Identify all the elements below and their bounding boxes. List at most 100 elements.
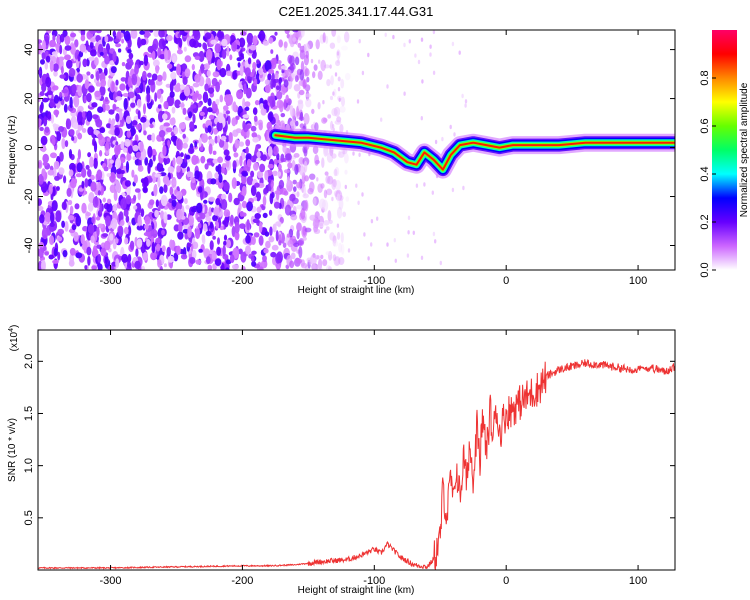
noise-blob xyxy=(202,123,206,129)
noise-blob xyxy=(203,199,208,204)
noise-blob xyxy=(159,54,166,60)
noise-blob xyxy=(414,53,417,58)
noise-blob xyxy=(241,200,247,209)
noise-blob xyxy=(97,106,104,113)
noise-blob xyxy=(171,106,176,114)
noise-blob xyxy=(106,137,111,142)
noise-blob xyxy=(127,261,132,269)
noise-blob xyxy=(162,40,166,48)
noise-blob xyxy=(265,84,271,94)
noise-blob xyxy=(307,187,314,195)
noise-blob xyxy=(162,113,168,120)
noise-blob xyxy=(130,102,136,108)
noise-blob xyxy=(257,157,261,162)
y-tick-label: 2.0 xyxy=(23,354,35,369)
noise-blob xyxy=(245,234,251,244)
noise-blob xyxy=(163,122,170,127)
y-tick-label: 20 xyxy=(23,92,35,104)
noise-blob xyxy=(282,144,287,153)
noise-blob xyxy=(331,179,337,191)
noise-blob xyxy=(300,60,305,72)
noise-blob xyxy=(324,171,329,176)
noise-blob xyxy=(129,240,135,251)
noise-blob xyxy=(170,71,177,80)
noise-blob xyxy=(303,43,310,54)
noise-blob xyxy=(272,223,277,233)
noise-blob xyxy=(161,229,165,236)
noise-blob xyxy=(90,74,94,79)
noise-blob xyxy=(143,103,146,115)
noise-blob xyxy=(69,205,74,215)
noise-blob xyxy=(258,30,266,42)
noise-blob xyxy=(105,215,111,227)
noise-blob xyxy=(361,70,365,76)
noise-blob xyxy=(84,79,90,90)
noise-blob xyxy=(87,126,94,136)
spectrogram-noise xyxy=(38,30,468,270)
noise-blob xyxy=(288,34,296,45)
noise-blob xyxy=(339,123,344,133)
noise-blob xyxy=(165,127,173,133)
noise-blob xyxy=(183,46,187,52)
noise-blob xyxy=(305,93,312,98)
noise-blob xyxy=(330,75,334,86)
noise-blob xyxy=(441,136,444,142)
noise-blob xyxy=(204,32,212,40)
noise-blob xyxy=(191,249,197,259)
noise-blob xyxy=(304,175,309,182)
noise-blob xyxy=(88,85,95,93)
noise-blob xyxy=(344,184,347,190)
noise-blob xyxy=(321,157,325,168)
noise-blob xyxy=(318,221,326,228)
noise-blob xyxy=(284,204,292,216)
noise-blob xyxy=(256,206,262,214)
noise-blob xyxy=(40,59,45,65)
noise-blob xyxy=(69,179,77,189)
noise-blob xyxy=(231,41,238,52)
noise-blob xyxy=(263,187,268,195)
noise-blob xyxy=(252,61,257,71)
noise-blob xyxy=(337,206,343,219)
noise-blob xyxy=(332,179,337,188)
noise-blob xyxy=(39,104,43,114)
noise-blob xyxy=(273,158,278,165)
noise-blob xyxy=(262,40,269,46)
noise-blob xyxy=(194,73,201,83)
noise-blob xyxy=(263,101,268,110)
noise-blob xyxy=(338,257,345,265)
noise-blob xyxy=(161,245,166,253)
noise-blob xyxy=(127,91,135,99)
noise-blob xyxy=(112,104,117,112)
noise-blob xyxy=(58,167,65,175)
noise-blob xyxy=(143,54,149,67)
noise-blob xyxy=(292,30,299,33)
noise-blob xyxy=(219,94,224,103)
noise-blob xyxy=(97,43,104,55)
noise-blob xyxy=(39,126,44,132)
noise-blob xyxy=(325,35,329,44)
noise-blob xyxy=(70,32,77,38)
noise-blob xyxy=(275,189,280,201)
noise-blob xyxy=(296,229,300,240)
noise-blob xyxy=(69,129,75,136)
noise-blob xyxy=(158,130,166,138)
snr-multiplier: (x104) xyxy=(8,325,20,352)
noise-blob xyxy=(408,39,411,44)
noise-blob xyxy=(461,93,464,99)
noise-blob xyxy=(124,180,131,187)
noise-blob xyxy=(59,44,63,55)
noise-blob xyxy=(214,43,221,54)
noise-blob xyxy=(417,59,421,65)
x-tick-label: -300 xyxy=(100,275,122,287)
noise-blob xyxy=(88,56,95,61)
noise-blob xyxy=(56,34,61,45)
noise-blob xyxy=(111,118,116,125)
noise-blob xyxy=(216,246,222,256)
noise-blob xyxy=(94,129,99,136)
noise-blob xyxy=(216,121,223,132)
noise-blob xyxy=(218,173,223,183)
noise-blob xyxy=(429,52,432,57)
noise-blob xyxy=(332,235,337,244)
noise-blob xyxy=(166,246,171,257)
noise-blob xyxy=(204,63,210,70)
